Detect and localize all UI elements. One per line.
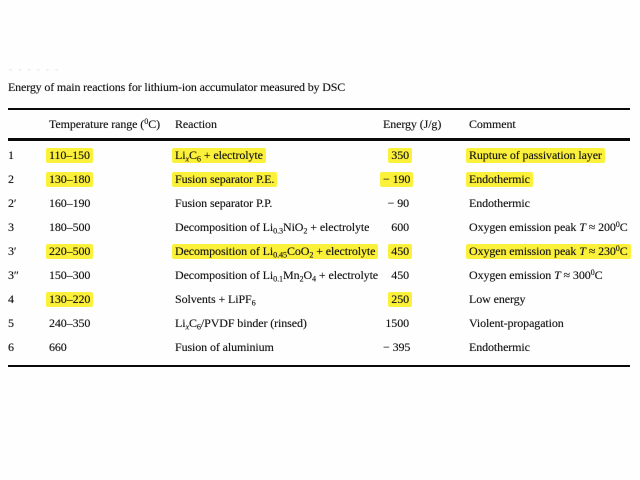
- energy-cell: − 190: [380, 171, 445, 187]
- table-row: 1 110–150 LixC6 + electrolyte 350 Ruptur…: [8, 143, 630, 167]
- reaction-cell: Fusion of aluminium: [175, 339, 274, 354]
- table-row: 3′ 220–500 Decomposition of Li0.45CoO2 +…: [8, 239, 631, 263]
- reaction-cell: Decomposition of Li0.3NiO2 + electrolyte: [175, 219, 370, 235]
- row-number-cell: 3″: [8, 267, 19, 282]
- temperature-range-cell: 130–220: [46, 291, 175, 307]
- energy-cell: 600: [391, 219, 409, 234]
- row-number-cell: 5: [8, 315, 14, 330]
- reaction-cell: Solvents + LiPF6: [175, 291, 256, 307]
- row-number-cell: 3′: [8, 243, 17, 258]
- reaction-cell: Fusion separator P.P.: [175, 195, 273, 210]
- header-temperature-range: Temperature range (0C): [49, 116, 160, 131]
- temperature-range-cell: 240–350: [49, 315, 91, 330]
- row-number-cell: 2′: [8, 195, 17, 210]
- temperature-range-cell: 130–180: [46, 171, 175, 187]
- table-bottom-rule: [8, 365, 630, 367]
- temperature-range-cell: 150–300: [49, 267, 91, 282]
- table-row: 3 180–500 Decomposition of Li0.3NiO2 + e…: [8, 215, 630, 239]
- energy-cell: 450: [391, 267, 409, 282]
- table-header-row: Temperature range (0C) Reaction Energy (…: [8, 110, 630, 138]
- row-number-cell: 3: [8, 219, 14, 234]
- temperature-range-cell: 160–190: [49, 195, 91, 210]
- table-row: 2 130–180 Fusion separator P.E. − 190 En…: [8, 167, 630, 191]
- table-row: 5 240–350 LixC6/PVDF binder (rinsed) 150…: [8, 311, 630, 335]
- scan-artifact: - - - - - -: [9, 64, 61, 74]
- table-row: 6 660 Fusion of aluminium − 395 Endother…: [8, 335, 630, 359]
- comment-cell: Oxygen emission T ≈ 3000C: [469, 267, 603, 282]
- row-number-cell: 1: [8, 147, 14, 162]
- energy-cell: 450: [383, 243, 445, 259]
- temperature-range-cell: 180–500: [49, 219, 91, 234]
- table-row: 4 130–220 Solvents + LiPF6 250 Low energ…: [8, 287, 630, 311]
- header-comment: Comment: [469, 116, 516, 131]
- temperature-range-cell: 220–500: [46, 243, 175, 259]
- table-body: 1 110–150 LixC6 + electrolyte 350 Ruptur…: [8, 141, 631, 365]
- table-header-rule: [8, 138, 630, 141]
- comment-cell: Oxygen emission peak T ≈ 2300C: [445, 243, 631, 259]
- comment-cell: Violent-propagation: [469, 315, 564, 330]
- reaction-cell: LixC6/PVDF binder (rinsed): [175, 315, 307, 331]
- comment-cell: Endothermic: [469, 195, 530, 210]
- header-energy: Energy (J/g): [383, 116, 442, 131]
- comment-cell: Rupture of passivation layer: [445, 147, 630, 163]
- comment-cell: Low energy: [469, 291, 526, 306]
- reaction-cell: LixC6 + electrolyte: [172, 147, 383, 163]
- comment-cell: Endothermic: [445, 171, 630, 187]
- table-row: 3″ 150–300 Decomposition of Li0.1Mn2O4 +…: [8, 263, 630, 287]
- temperature-range-cell: 660: [49, 339, 67, 354]
- energy-cell: 350: [383, 147, 445, 163]
- reaction-cell: Decomposition of Li0.45CoO2 + electrolyt…: [172, 243, 383, 259]
- comment-cell: Endothermic: [469, 339, 530, 354]
- reaction-cell: Fusion separator P.E.: [172, 171, 383, 187]
- row-number-cell: 2: [8, 171, 14, 186]
- temperature-range-cell: 110–150: [46, 147, 175, 163]
- energy-cell: − 90: [387, 195, 409, 210]
- header-reaction: Reaction: [175, 116, 217, 131]
- reaction-cell: Decomposition of Li0.1Mn2O4 + electrolyt…: [175, 267, 379, 283]
- reactions-table: Temperature range (0C) Reaction Energy (…: [8, 108, 631, 367]
- energy-cell: 1500: [385, 315, 409, 330]
- energy-cell: 250: [383, 291, 445, 307]
- comment-cell: Oxygen emission peak T ≈ 2000C: [469, 219, 628, 234]
- table-top-rule: [8, 108, 630, 110]
- table-row: 2′ 160–190 Fusion separator P.P. − 90 En…: [8, 191, 630, 215]
- row-number-cell: 4: [8, 291, 14, 306]
- table-caption: Energy of main reactions for lithium-ion…: [8, 80, 346, 94]
- energy-cell: − 395: [383, 339, 411, 354]
- row-number-cell: 6: [8, 339, 14, 354]
